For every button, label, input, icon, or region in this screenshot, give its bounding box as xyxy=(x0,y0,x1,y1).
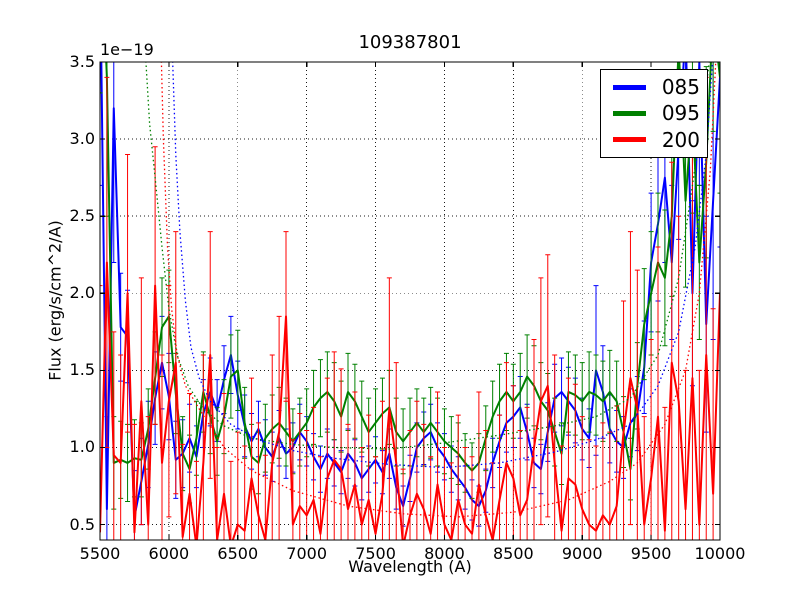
legend-item-200: 200 xyxy=(613,129,700,151)
x-tick-label: 7000 xyxy=(286,544,328,563)
x-tick-label: 10000 xyxy=(694,544,746,563)
legend-label-200: 200 xyxy=(661,127,700,152)
chart-title: 109387801 xyxy=(358,32,462,53)
x-tick-label: 8500 xyxy=(492,544,534,563)
x-tick-label: 5500 xyxy=(79,544,121,563)
legend-swatch-085 xyxy=(613,84,646,90)
noise-curve-095-noise xyxy=(145,62,710,450)
x-tick-label: 8000 xyxy=(424,544,465,563)
x-tick-label: 6000 xyxy=(148,544,190,563)
y-axis-offset-text: 1e−19 xyxy=(100,40,154,59)
x-tick-label: 9500 xyxy=(630,544,672,563)
y-tick-label: 1.5 xyxy=(69,360,95,380)
legend-label-095: 095 xyxy=(661,101,700,126)
x-tick-label: 9000 xyxy=(561,544,603,563)
series-line-200 xyxy=(100,261,720,540)
legend-label-085: 085 xyxy=(661,75,700,100)
noise-curve-200-noise xyxy=(160,62,717,518)
y-tick-label: 1.0 xyxy=(69,437,95,457)
axes-frame xyxy=(99,61,721,541)
y-tick-label: 3.5 xyxy=(69,52,95,71)
x-tick-label: 7500 xyxy=(355,544,396,563)
noise-curve-085-noise xyxy=(172,62,714,469)
legend-swatch-200 xyxy=(613,137,646,143)
legend-swatch-095 xyxy=(613,110,646,116)
legend-item-095: 095 xyxy=(613,102,700,124)
y-tick-label: 2.5 xyxy=(69,206,95,226)
legend-item-085: 085 xyxy=(613,76,700,98)
y-tick-label: 3.0 xyxy=(69,129,95,149)
tick-marks xyxy=(99,61,721,540)
x-axis-label: Wavelength (A) xyxy=(348,557,472,576)
x-tick-label: 6500 xyxy=(217,544,259,563)
data-layer xyxy=(100,62,720,540)
y-tick-label: 0.5 xyxy=(69,514,95,534)
legend: 085 095 200 xyxy=(600,69,708,158)
y-tick-label: 2.0 xyxy=(69,283,95,303)
